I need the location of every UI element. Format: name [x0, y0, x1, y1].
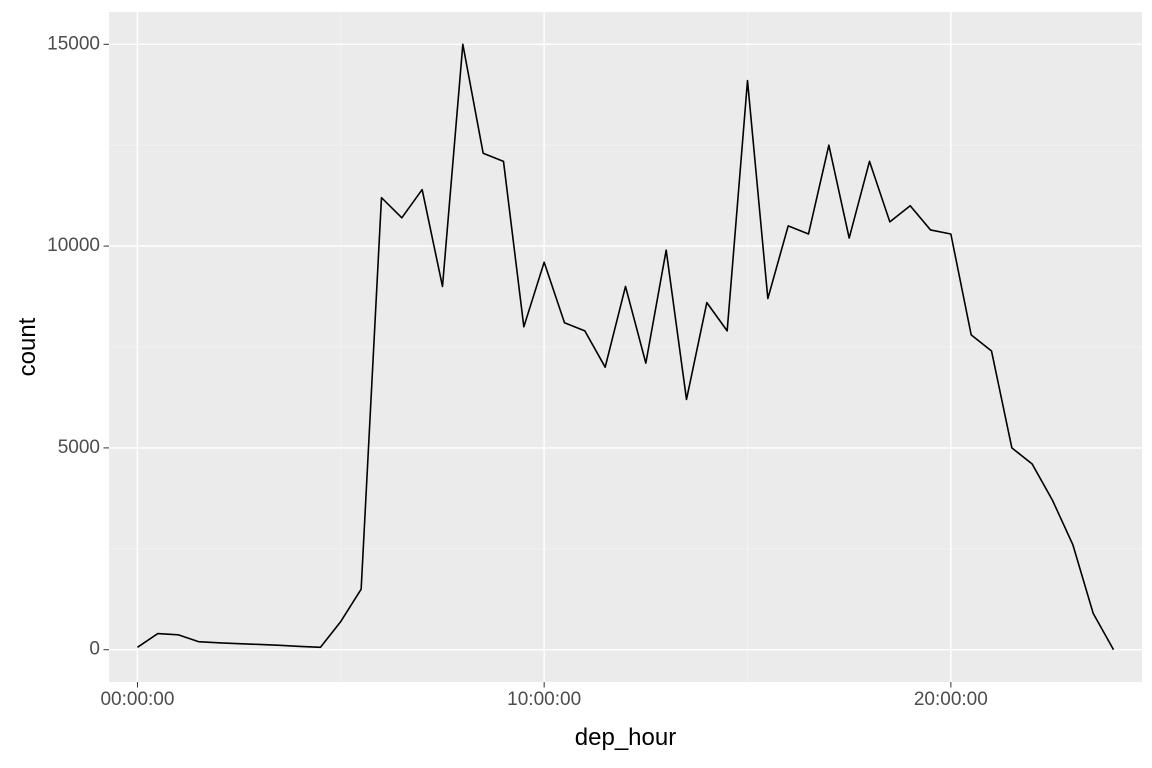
y-tick-label: 0 [89, 639, 100, 660]
x-tick-label: 20:00:00 [914, 689, 988, 710]
x-tick-label: 10:00:00 [507, 689, 581, 710]
y-tick-label: 5000 [58, 437, 100, 458]
line-chart: 0 5000 10000 15000 00:00:00 10:00:00 20:00:00 d… [0, 0, 1152, 768]
y-tick-label: 10000 [47, 235, 100, 256]
x-tick-label: 00:00:00 [100, 689, 174, 710]
y-tick-label: 15000 [47, 33, 100, 54]
x-axis-title: dep_hour [575, 724, 676, 751]
y-axis-title: count [14, 317, 41, 376]
